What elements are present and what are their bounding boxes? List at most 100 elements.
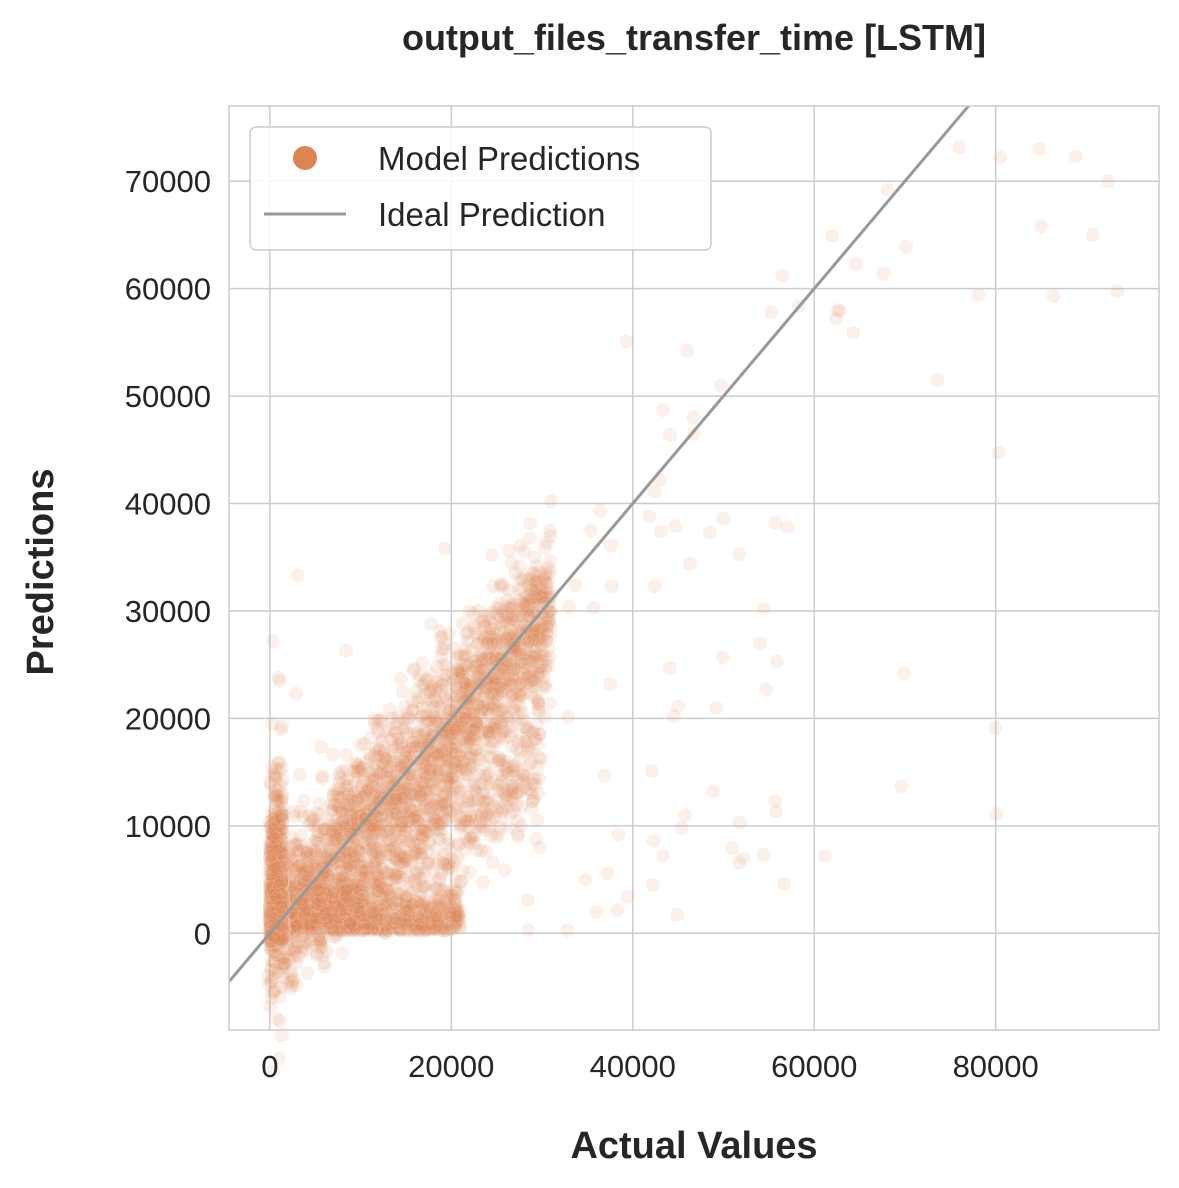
data-point: [339, 893, 355, 909]
data-point: [442, 740, 458, 756]
data-point: [512, 558, 528, 574]
data-point: [311, 907, 326, 922]
data-point: [284, 974, 300, 990]
data-point: [313, 807, 328, 822]
data-point: [487, 697, 503, 713]
data-point: [568, 577, 583, 593]
data-point: [302, 911, 318, 926]
data-point: [511, 675, 527, 691]
data-point: [351, 803, 367, 819]
data-point: [363, 751, 379, 767]
data-point: [478, 722, 494, 738]
data-point: [289, 955, 305, 971]
data-point: [382, 702, 398, 717]
data-point: [333, 887, 349, 902]
data-point: [504, 668, 520, 683]
data-point: [387, 748, 403, 764]
data-point: [282, 941, 298, 957]
data-point: [314, 771, 330, 787]
data-point: [708, 700, 724, 716]
data-point: [378, 843, 394, 859]
data-point: [265, 985, 280, 1001]
data-point: [542, 649, 558, 665]
data-point: [264, 938, 280, 954]
data-point: [351, 882, 367, 898]
data-point: [418, 769, 434, 785]
data-point: [845, 325, 861, 341]
data-point: [394, 735, 409, 751]
data-point: [345, 808, 360, 824]
data-point: [775, 268, 790, 284]
data-point: [511, 582, 527, 597]
data-point: [458, 719, 474, 735]
data-point: [369, 853, 385, 868]
data-point: [454, 784, 470, 800]
data-point: [510, 734, 526, 749]
data-point: [506, 633, 522, 649]
data-point: [533, 658, 549, 674]
data-point: [353, 860, 368, 876]
data-point: [526, 565, 542, 581]
data-point: [513, 646, 528, 662]
data-point: [436, 921, 452, 936]
data-point: [475, 874, 491, 890]
data-point: [285, 925, 300, 941]
data-point: [356, 772, 372, 788]
data-point: [540, 608, 556, 624]
data-point: [264, 942, 279, 957]
data-point: [393, 736, 409, 752]
data-point: [333, 845, 348, 861]
data-point: [475, 785, 491, 800]
data-point: [511, 642, 526, 657]
data-point: [395, 684, 411, 700]
data-point: [427, 810, 442, 826]
data-point: [512, 571, 528, 587]
data-point: [387, 724, 403, 740]
data-point: [388, 815, 404, 830]
data-point: [533, 751, 549, 766]
x-axis-label: Actual Values: [570, 1125, 817, 1167]
data-point: [415, 828, 431, 844]
data-point: [268, 761, 284, 777]
data-point: [339, 860, 355, 875]
data-point: [458, 766, 474, 782]
data-point: [397, 719, 413, 735]
data-point: [609, 902, 625, 918]
data-point: [331, 797, 346, 813]
data-point: [560, 922, 575, 938]
data-point: [425, 778, 441, 794]
data-point: [399, 793, 414, 809]
data-point: [460, 813, 476, 829]
data-point: [450, 685, 466, 701]
data-point: [353, 867, 369, 883]
data-point: [510, 708, 526, 724]
data-point: [512, 676, 528, 692]
data-point: [410, 908, 426, 924]
data-point: [393, 829, 408, 845]
data-point: [543, 618, 558, 634]
data-point: [325, 786, 341, 802]
data-point: [421, 734, 437, 749]
data-point: [520, 892, 535, 908]
data-point: [346, 887, 362, 903]
data-point: [371, 821, 387, 837]
data-point: [440, 711, 456, 727]
data-point: [439, 742, 455, 758]
data-point: [494, 615, 510, 631]
data-point: [354, 778, 370, 794]
data-point: [472, 746, 488, 762]
data-point: [321, 871, 337, 887]
data-point: [278, 864, 294, 879]
data-point: [453, 648, 469, 664]
data-point: [297, 896, 313, 912]
data-point: [365, 780, 381, 796]
data-point: [768, 804, 784, 820]
data-point: [397, 851, 412, 867]
data-point: [499, 600, 514, 615]
data-point: [498, 659, 514, 675]
data-point: [432, 699, 448, 715]
data-point: [427, 811, 443, 827]
data-point: [283, 967, 299, 983]
data-point: [339, 804, 354, 820]
data-point: [479, 637, 495, 652]
